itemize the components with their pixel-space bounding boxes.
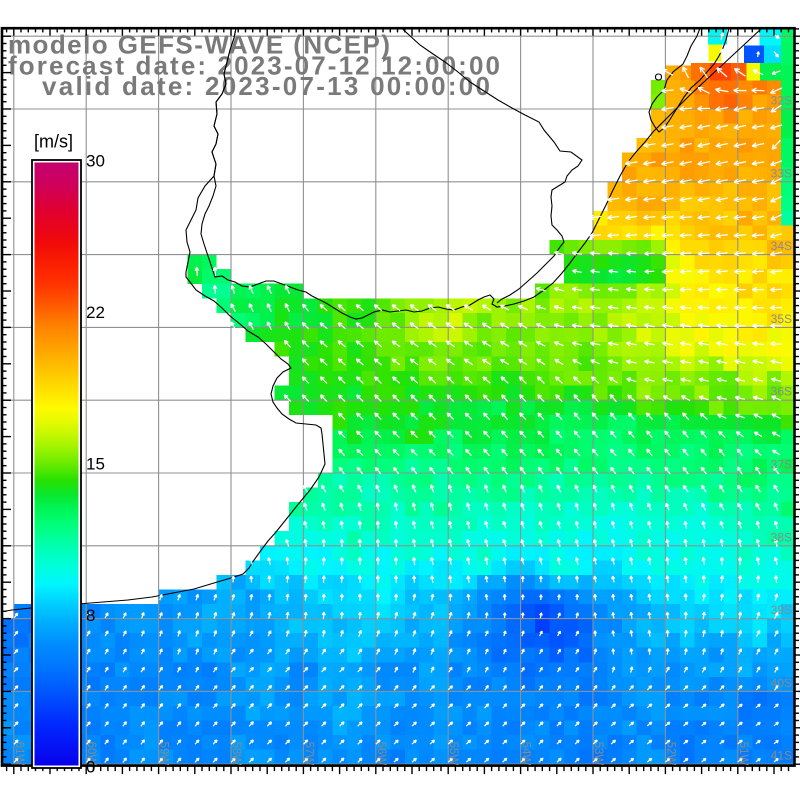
- svg-text:35S: 35S: [771, 312, 792, 326]
- svg-text:56W: 56W: [375, 742, 387, 766]
- svg-text:53W: 53W: [592, 742, 604, 766]
- svg-text:38S: 38S: [771, 530, 792, 544]
- svg-text:valid date: 2023-07-13 00:00:0: valid date: 2023-07-13 00:00:00: [42, 71, 490, 101]
- svg-text:30: 30: [86, 151, 105, 170]
- svg-text:36S: 36S: [771, 385, 792, 399]
- svg-text:52W: 52W: [664, 742, 676, 766]
- svg-text:modelo GEFS-WAVE (NCEP): modelo GEFS-WAVE (NCEP): [8, 30, 390, 60]
- svg-text:33S: 33S: [771, 166, 792, 180]
- svg-text:22: 22: [86, 303, 105, 322]
- svg-text:39S: 39S: [771, 603, 792, 617]
- svg-text:51W: 51W: [737, 742, 749, 766]
- svg-text:32S: 32S: [771, 94, 792, 108]
- svg-text:0: 0: [86, 758, 95, 777]
- svg-text:[m/s]: [m/s]: [34, 132, 73, 152]
- svg-text:34S: 34S: [771, 239, 792, 253]
- svg-text:60W: 60W: [85, 742, 97, 766]
- svg-text:37S: 37S: [771, 458, 792, 472]
- svg-text:54W: 54W: [520, 742, 532, 766]
- svg-text:15: 15: [86, 454, 105, 473]
- svg-text:58W: 58W: [230, 742, 242, 766]
- svg-text:55W: 55W: [447, 742, 459, 766]
- svg-text:41S: 41S: [771, 749, 792, 763]
- svg-text:40S: 40S: [771, 676, 792, 690]
- svg-text:8: 8: [86, 606, 95, 625]
- svg-text:57W: 57W: [302, 742, 314, 766]
- svg-text:forecast date: 2023-07-12 12:0: forecast date: 2023-07-12 12:00:00: [8, 50, 500, 80]
- svg-text:61W: 61W: [13, 742, 25, 766]
- svg-text:59W: 59W: [158, 742, 170, 766]
